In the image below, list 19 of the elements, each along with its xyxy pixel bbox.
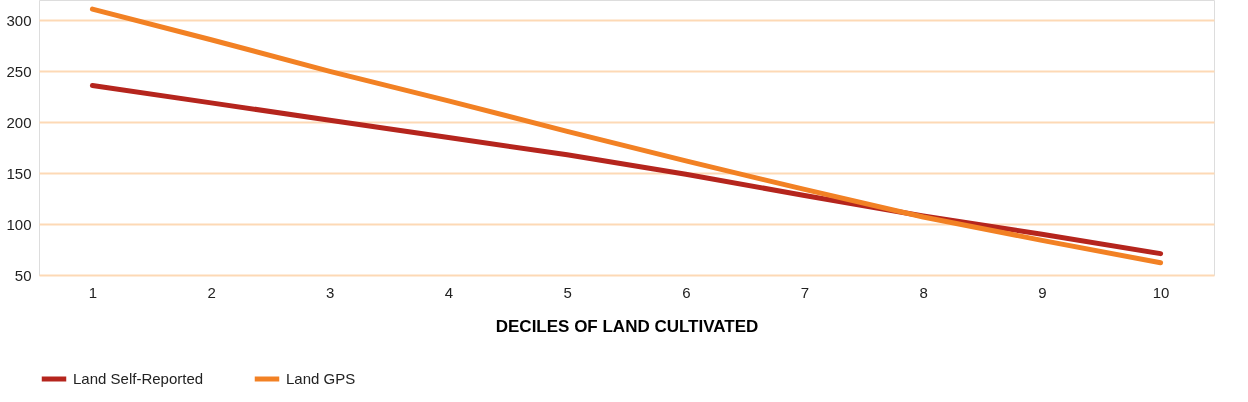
x-tick-label: 2 [207, 283, 216, 301]
y-tick-label: 100 [6, 215, 32, 233]
legend-label: Land GPS [286, 370, 356, 387]
y-tick-label: 200 [6, 113, 32, 131]
legend-label: Land Self-Reported [73, 370, 204, 387]
y-tick-label: 300 [6, 11, 32, 29]
x-tick-label: 1 [88, 283, 98, 301]
x-tick-label: 10 [1152, 283, 1170, 301]
x-tick-label: 7 [800, 283, 810, 301]
x-tick-label: 5 [563, 283, 572, 301]
x-axis-title: DECILES OF LAND CULTIVATED [495, 316, 759, 336]
y-tick-label: 250 [6, 62, 32, 80]
x-tick-label: 4 [444, 283, 454, 301]
y-tick-label: 50 [14, 266, 32, 284]
x-tick-label: 3 [326, 283, 335, 301]
x-tick-label: 8 [919, 283, 928, 301]
x-tick-label: 6 [682, 283, 691, 301]
x-tick-label: 9 [1038, 283, 1047, 301]
y-tick-label: 150 [6, 164, 32, 182]
